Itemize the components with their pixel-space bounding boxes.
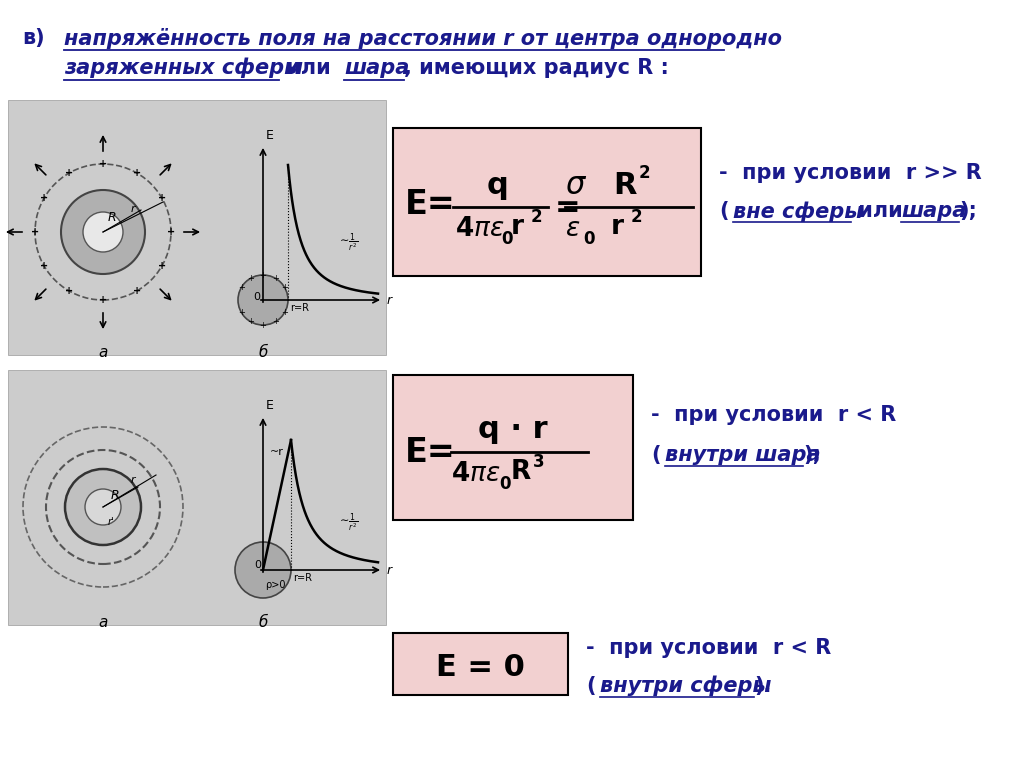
Text: 2: 2 [639,164,650,182]
Text: -  при условии  r < R: - при условии r < R [651,405,896,425]
Text: +: + [282,283,288,292]
Text: 4$\pi\varepsilon$: 4$\pi\varepsilon$ [451,461,501,487]
Text: r: r [387,294,392,307]
Text: 0: 0 [501,230,512,248]
Text: б: б [258,615,267,630]
Text: +: + [167,227,175,237]
Text: q · r: q · r [478,416,548,445]
Text: E=: E= [406,187,456,220]
Text: (: ( [651,445,660,465]
Bar [393,633,568,695]
Text: 0: 0 [253,292,260,302]
Text: +: + [65,168,73,178]
Text: +: + [133,286,141,296]
Text: +: + [238,308,245,317]
Text: R: R [108,211,117,224]
Text: E = 0: E = 0 [435,653,524,682]
Text: 3: 3 [534,453,545,471]
Text: E: E [266,399,273,412]
Text: 0: 0 [583,230,595,248]
Text: +: + [259,271,266,279]
Text: =: = [555,193,581,222]
Text: (: ( [586,676,596,696]
Text: R: R [511,459,531,485]
Circle shape [61,190,145,274]
Text: +: + [158,261,166,271]
Text: вне сферы: вне сферы [733,201,863,222]
Text: );: ); [803,445,821,465]
Text: б: б [258,345,267,360]
Text: или: или [851,201,910,221]
Text: r': r' [108,517,115,527]
Circle shape [83,212,123,252]
Text: +: + [99,159,108,169]
Text: +: + [282,308,288,317]
Text: +: + [247,274,254,283]
Text: R: R [111,489,120,502]
Text: +: + [99,295,108,305]
Bar [393,375,633,520]
Text: R: R [613,170,637,199]
Text: (: ( [719,201,728,221]
Text: r: r [387,564,392,577]
Text: $\varepsilon$: $\varepsilon$ [565,216,581,242]
Text: -  при условии  r < R: - при условии r < R [586,638,831,658]
Text: $\sigma$: $\sigma$ [565,170,587,199]
Text: +: + [40,193,48,203]
Text: +: + [272,274,279,283]
Text: +: + [238,283,245,292]
Text: внутри сферы: внутри сферы [600,676,771,696]
Text: 0: 0 [254,560,261,570]
Text: 0: 0 [499,475,511,493]
Text: внутри шара: внутри шара [665,445,820,465]
Text: заряженных сферы: заряженных сферы [63,58,303,78]
Text: q: q [487,170,509,199]
Circle shape [238,275,288,325]
Text: r: r [131,475,135,485]
Text: );: ); [959,201,977,221]
Text: -  при условии  r >> R: - при условии r >> R [719,163,982,183]
Text: ρ>0: ρ>0 [265,580,286,590]
Circle shape [65,469,141,545]
Text: +: + [272,317,279,326]
Bar [393,128,701,276]
Text: +: + [65,286,73,296]
Text: ~r: ~r [270,447,284,457]
Text: r=R: r=R [290,303,309,313]
Text: шара: шара [344,58,410,78]
Circle shape [85,489,121,525]
Text: E: E [266,129,273,142]
Circle shape [234,542,291,598]
Text: r=R: r=R [293,573,312,583]
Text: $\sim\!\frac{1}{r^2}$: $\sim\!\frac{1}{r^2}$ [338,511,358,534]
Text: E=: E= [406,436,456,469]
Text: ).: ). [754,676,771,696]
Text: +: + [247,317,254,326]
Text: +: + [40,261,48,271]
Text: r: r [131,204,135,214]
Bar [8,370,386,625]
Text: +: + [133,168,141,178]
Text: r: r [511,214,524,240]
Text: 4$\pi\varepsilon$: 4$\pi\varepsilon$ [455,216,505,242]
Text: $\sim\!\frac{1}{r^2}$: $\sim\!\frac{1}{r^2}$ [338,231,358,254]
Text: 2: 2 [631,208,643,226]
Bar [8,100,386,355]
Text: , имеющих радиус R :: , имеющих радиус R : [404,58,669,78]
Text: шара: шара [901,201,967,221]
Text: +: + [259,321,266,330]
Text: напряжённость поля на расстоянии r от центра однородно: напряжённость поля на расстоянии r от це… [63,28,782,49]
Text: +: + [31,227,39,237]
Text: а: а [98,615,108,630]
Text: в): в) [22,28,45,48]
Text: r: r [611,214,624,240]
Text: +: + [158,193,166,203]
Text: а: а [98,345,108,360]
Text: 2: 2 [531,208,543,226]
Text: или: или [279,58,338,78]
